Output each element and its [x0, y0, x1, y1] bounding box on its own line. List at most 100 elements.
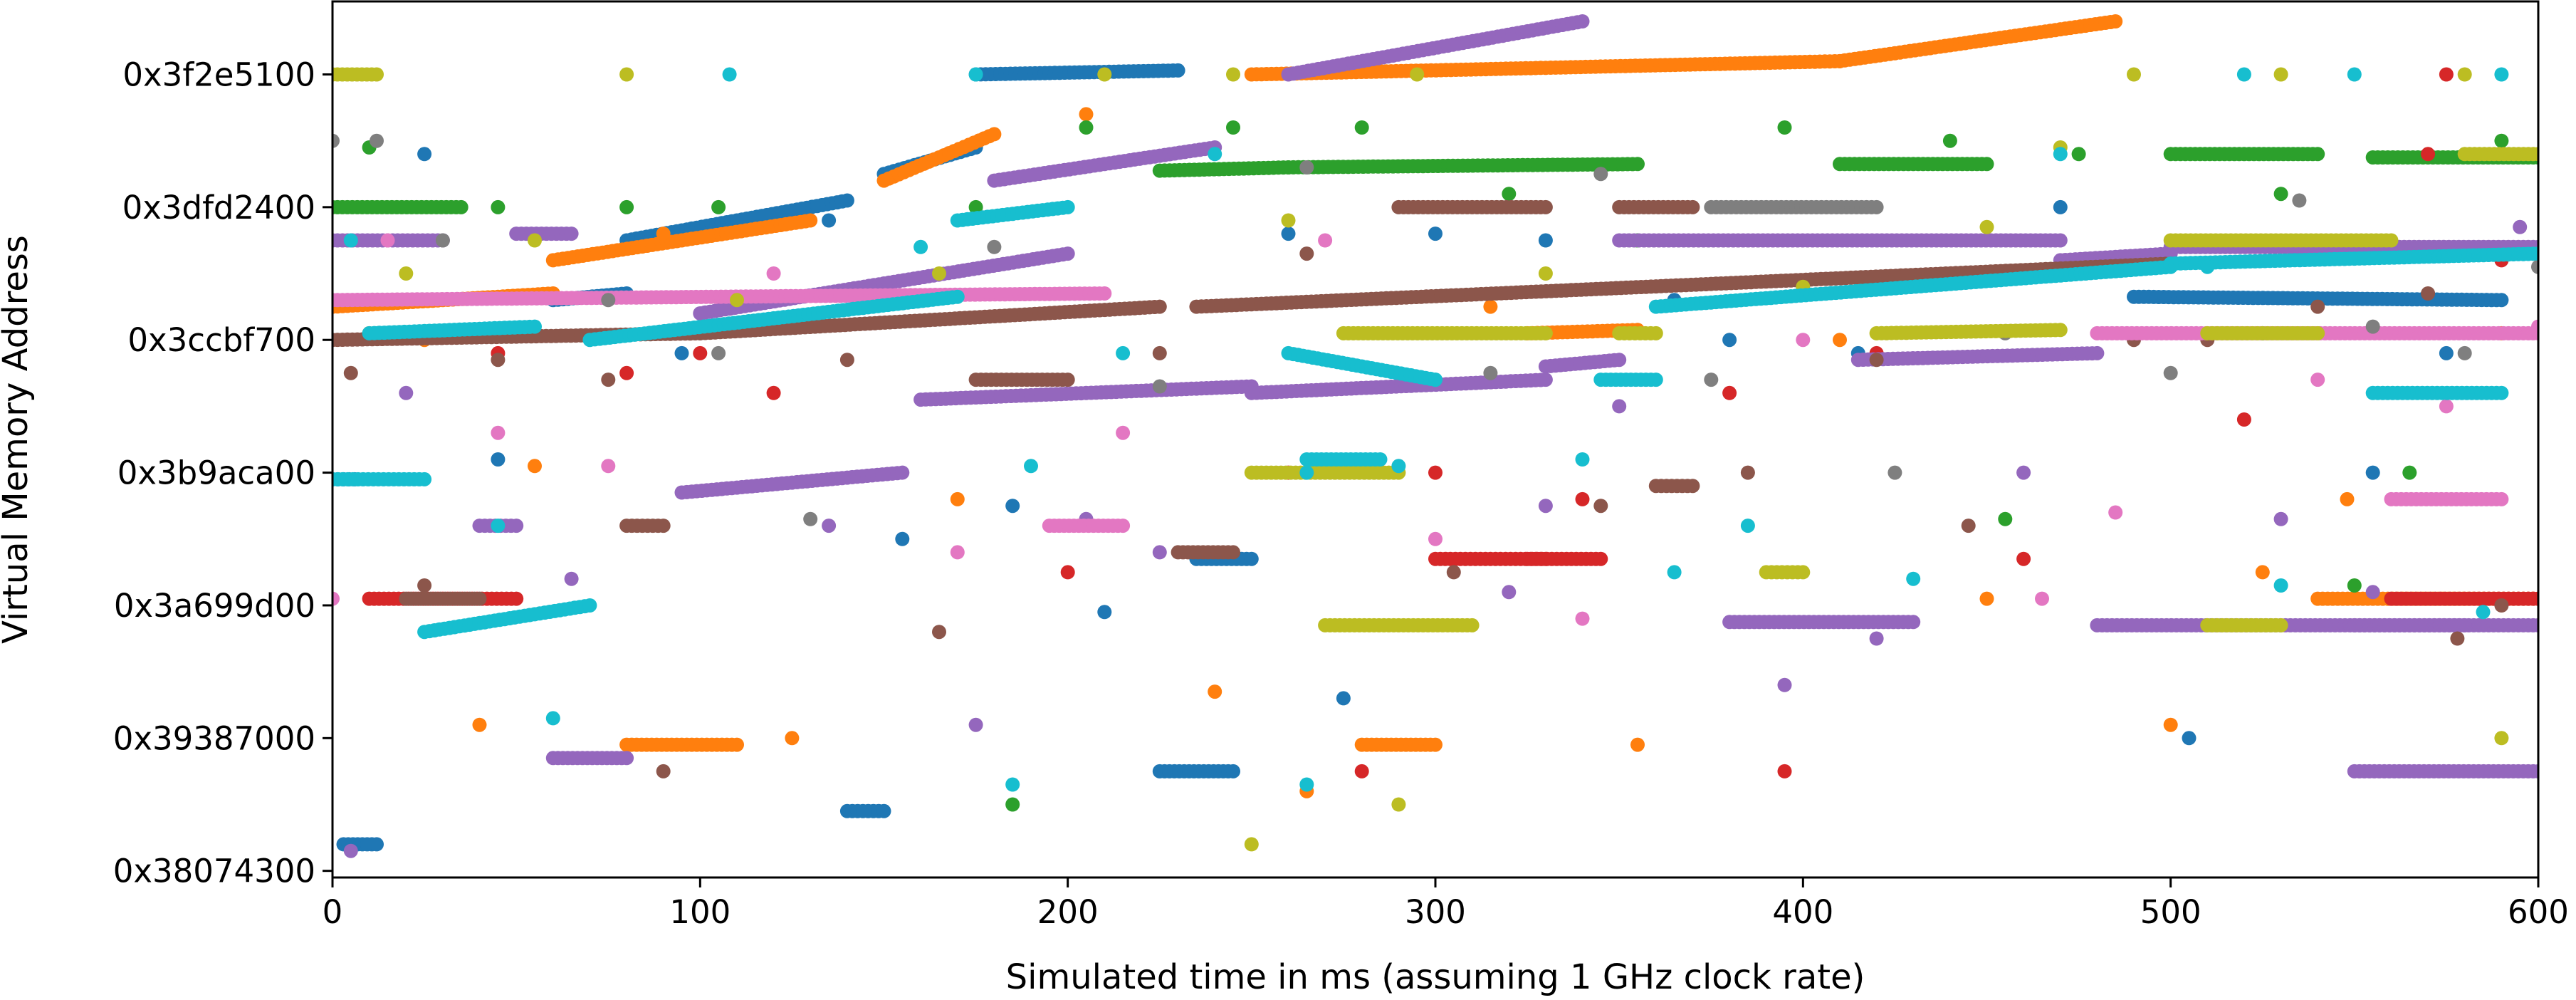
data-point	[693, 345, 708, 360]
data-point	[370, 67, 384, 82]
y-tick-label: 0x3dfd2400	[122, 189, 315, 226]
data-point	[1575, 14, 1590, 28]
series-8	[333, 67, 2538, 852]
x-tick-label: 300	[1405, 893, 1466, 931]
data-point	[2531, 764, 2538, 778]
data-point	[1116, 519, 1131, 533]
data-point	[491, 353, 506, 368]
data-point	[803, 511, 818, 526]
data-point	[2402, 465, 2417, 480]
data-point	[2273, 578, 2288, 593]
data-point	[2531, 246, 2538, 261]
data-point	[472, 591, 487, 606]
data-point	[1005, 797, 1020, 812]
data-point	[1575, 452, 1590, 467]
data-point	[2531, 319, 2538, 334]
x-tick-label: 600	[2508, 893, 2569, 931]
data-point	[1428, 465, 1443, 480]
data-point	[1079, 107, 1094, 122]
data-point	[1685, 479, 1700, 494]
x-tick-label: 0	[323, 893, 343, 931]
x-tick-label: 500	[2140, 893, 2201, 931]
data-point	[601, 373, 616, 387]
data-point	[2273, 187, 2288, 202]
data-point	[380, 233, 395, 248]
data-point	[2494, 491, 2509, 506]
data-point	[1722, 385, 1737, 400]
data-point	[2457, 67, 2472, 82]
data-point	[1906, 571, 1921, 586]
data-point	[2200, 259, 2215, 274]
data-point	[1152, 299, 1167, 314]
data-point	[1152, 379, 1167, 394]
data-point	[1097, 605, 1112, 620]
data-point	[2450, 631, 2465, 646]
data-point	[1979, 219, 1994, 234]
data-point	[343, 365, 358, 380]
data-point	[2531, 591, 2538, 606]
data-point	[1060, 199, 1075, 214]
data-point	[1024, 459, 1038, 474]
data-point	[2273, 618, 2288, 632]
data-point	[1979, 157, 1994, 172]
data-point	[2035, 591, 2049, 606]
data-point	[2365, 465, 2380, 480]
data-point	[656, 226, 671, 241]
data-point	[2439, 399, 2454, 414]
data-point	[1299, 160, 1314, 175]
data-point	[545, 711, 560, 726]
data-point	[2090, 345, 2105, 360]
data-point	[895, 531, 910, 546]
data-point	[1704, 373, 1719, 387]
data-point	[766, 266, 781, 281]
data-point	[528, 233, 542, 248]
data-point	[1575, 611, 1590, 626]
data-point	[2163, 365, 2178, 380]
data-point	[1538, 325, 1553, 340]
data-point	[1428, 737, 1443, 752]
data-point	[1097, 286, 1112, 301]
data-point	[1060, 373, 1075, 387]
data-point	[1685, 199, 1700, 214]
data-point	[1410, 67, 1425, 82]
data-point	[370, 133, 384, 148]
data-point	[2457, 345, 2472, 360]
data-point	[2421, 286, 2436, 301]
data-point	[1833, 333, 1847, 348]
data-point	[528, 459, 542, 474]
data-point	[2273, 67, 2288, 82]
data-point	[343, 843, 358, 858]
data-point	[2310, 373, 2325, 387]
data-point	[2108, 14, 2123, 28]
data-point	[2236, 67, 2251, 82]
data-point	[722, 67, 737, 82]
data-point	[370, 837, 384, 852]
data-point	[895, 465, 910, 480]
y-tick-label: 0x3ccbf700	[127, 321, 315, 359]
data-point	[2053, 233, 2068, 248]
data-point	[2421, 147, 2436, 162]
data-point	[2255, 565, 2270, 580]
y-tick-label: 0x3b9aca00	[117, 454, 315, 492]
data-point	[1593, 499, 1608, 514]
data-point	[1538, 266, 1553, 281]
data-point	[1208, 147, 1222, 162]
data-point	[1777, 677, 1792, 692]
data-point	[711, 199, 726, 214]
data-point	[2053, 199, 2068, 214]
data-point	[619, 751, 634, 766]
data-point	[2127, 67, 2141, 82]
data-point	[399, 266, 414, 281]
data-point	[2365, 319, 2380, 334]
data-point	[2340, 491, 2355, 506]
data-point	[822, 213, 837, 228]
data-point	[1299, 777, 1314, 792]
data-point	[1612, 399, 1627, 414]
data-point	[1060, 565, 1075, 580]
data-point	[1796, 333, 1811, 348]
data-point	[1208, 684, 1222, 699]
data-point	[785, 731, 800, 746]
data-point	[1667, 565, 1682, 580]
data-point	[1428, 531, 1443, 546]
